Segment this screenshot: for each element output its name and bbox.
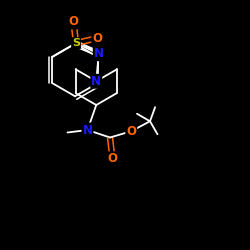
Text: N: N [82, 124, 92, 136]
Text: O: O [68, 16, 78, 28]
Text: O: O [92, 32, 102, 44]
Text: O: O [108, 152, 118, 165]
Text: N: N [94, 47, 104, 60]
Text: S: S [72, 38, 80, 48]
Text: N: N [91, 75, 101, 88]
Text: O: O [126, 125, 136, 138]
